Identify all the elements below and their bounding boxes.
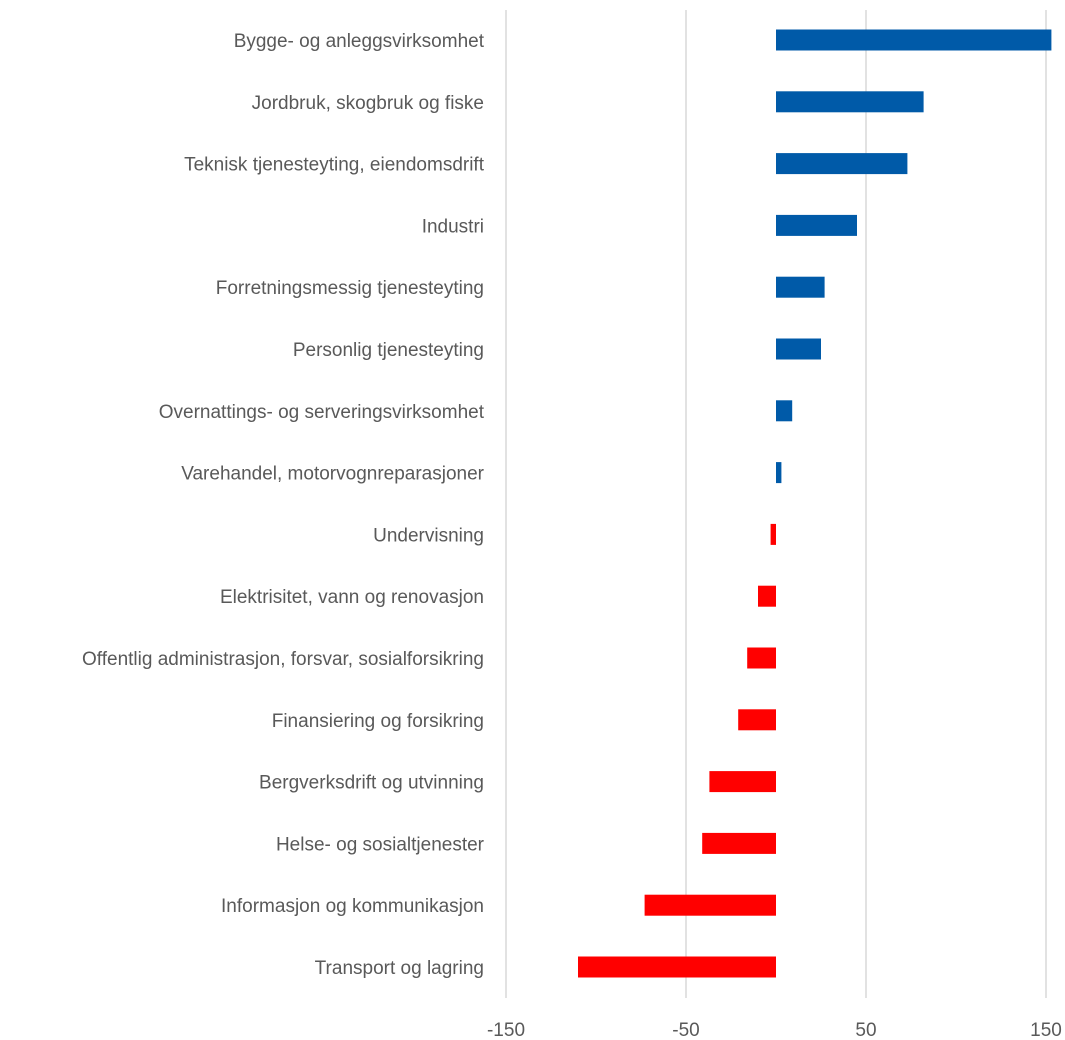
category-axis-labels: Bygge- og anleggsvirksomhet Jordbruk, sko… (82, 31, 485, 979)
bar (776, 338, 821, 360)
category-label: Bygge- og anleggsvirksomhet (234, 31, 485, 52)
x-tick-label: -50 (672, 1020, 699, 1040)
category-label: Teknisk tjenesteyting, eiendomsdrift (184, 155, 485, 176)
bar (776, 214, 857, 236)
category-label: Offentlig administrasjon, forsvar, sosia… (82, 649, 484, 670)
bar (770, 523, 776, 545)
value-axis-labels: -150 -50 50 150 (487, 1020, 1062, 1040)
bar (776, 29, 1052, 51)
grid-layer (505, 10, 1047, 998)
bar (776, 153, 908, 175)
x-tick-label: 150 (1030, 1020, 1062, 1040)
category-label: Transport og lagring (315, 958, 484, 979)
category-label: Elektrisitet, vann og renovasjon (220, 587, 484, 608)
bar (776, 91, 924, 113)
x-tick-label: -150 (487, 1020, 525, 1040)
category-label: Industri (422, 216, 484, 237)
bar (776, 462, 782, 484)
bar (709, 771, 776, 793)
category-label: Varehandel, motorvognreparasjoner (181, 464, 484, 485)
category-label: Personlig tjenesteyting (293, 340, 484, 361)
category-label: Informasjon og kommunikasjon (221, 896, 484, 917)
bar (758, 585, 776, 607)
bar (578, 956, 776, 978)
x-tick-label: 50 (855, 1020, 876, 1040)
bar-layer (578, 29, 1052, 978)
bar (776, 276, 825, 298)
bar (776, 400, 793, 422)
bar (644, 894, 776, 916)
bar (738, 709, 776, 731)
category-label: Undervisning (373, 525, 484, 546)
category-label: Jordbruk, skogbruk og fiske (252, 93, 484, 114)
bar (747, 647, 776, 669)
category-label: Forretningsmessig tjenesteyting (216, 278, 484, 299)
category-label: Finansiering og forsikring (272, 711, 484, 732)
category-label: Helse- og sosialtjenester (276, 834, 485, 855)
category-label: Overnattings- og serveringsvirksomhet (159, 402, 485, 423)
category-label: Bergverksdrift og utvinning (259, 773, 484, 794)
bar (702, 832, 776, 854)
